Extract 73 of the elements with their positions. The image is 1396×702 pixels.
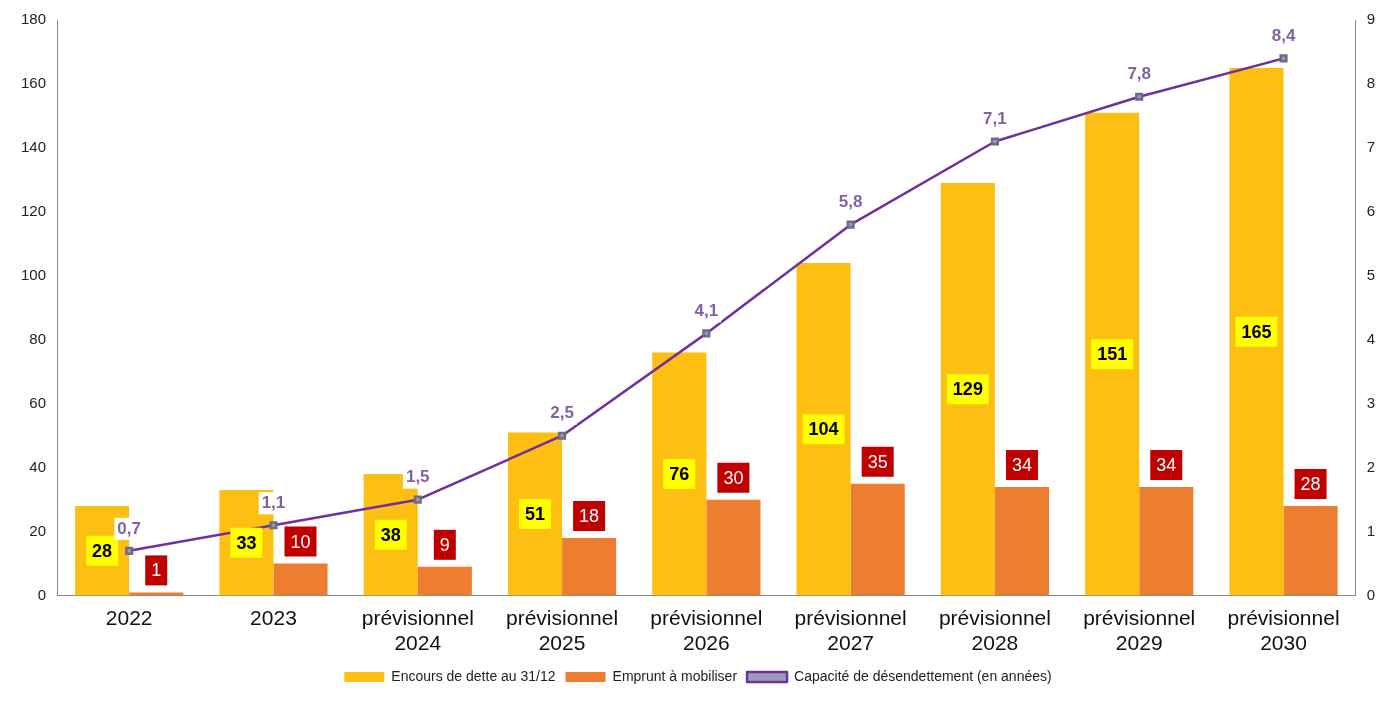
y-tick-label: 140 — [21, 138, 47, 156]
bar — [940, 183, 995, 596]
data-label: 129 — [952, 379, 983, 400]
y-tick-label: 60 — [29, 393, 47, 411]
bar — [417, 566, 472, 596]
legend-label: Capacité de désendettement (en années) — [794, 667, 1052, 684]
y2-tick-label: 1 — [1366, 521, 1375, 539]
data-label: 35 — [867, 451, 888, 472]
data-label: 38 — [380, 524, 401, 545]
x-tick-label: prévisionnel 2026 — [650, 606, 763, 655]
x-tick-label: prévisionnel 2024 — [361, 606, 474, 655]
data-label: 51 — [524, 504, 546, 525]
y-tick-label: 100 — [21, 265, 47, 283]
data-label: 165 — [1241, 321, 1272, 342]
data-label: 1 — [151, 560, 162, 581]
data-label: 18 — [579, 506, 600, 527]
bar — [850, 483, 905, 596]
data-label: 1,1 — [261, 492, 286, 512]
y2-tick-label: 3 — [1366, 393, 1375, 411]
data-label: 151 — [1097, 344, 1128, 365]
data-label: 9 — [439, 534, 450, 555]
x-tick-label: prévisionnel 2029 — [1083, 606, 1196, 655]
data-label: 5,8 — [838, 192, 863, 212]
bar — [706, 499, 761, 596]
x-tick-label: prévisionnel 2030 — [1227, 606, 1340, 655]
x-tick-label: prévisionnel 2028 — [938, 606, 1051, 655]
data-label: 4,1 — [694, 301, 719, 321]
data-label: 34 — [1156, 454, 1177, 475]
bar — [652, 352, 707, 596]
y-tick-label: 80 — [29, 329, 47, 347]
y-tick-label: 20 — [29, 521, 47, 539]
data-label: 30 — [723, 467, 744, 488]
y2-tick-label: 9 — [1366, 10, 1375, 28]
x-tick-label: prévisionnel 2027 — [794, 606, 907, 655]
y-tick-label: 160 — [21, 74, 47, 92]
y-tick-label: 180 — [21, 10, 47, 28]
data-label: 34 — [1011, 454, 1032, 475]
bar — [1283, 506, 1338, 596]
data-label: 8,4 — [1271, 26, 1296, 46]
data-label: 104 — [808, 419, 839, 440]
bar — [1085, 112, 1140, 596]
data-label: 28 — [1300, 474, 1321, 495]
y2-tick-label: 7 — [1366, 138, 1375, 156]
legend-label: Encours de dette au 31/12 — [391, 667, 556, 684]
bar — [1229, 67, 1284, 596]
bar — [994, 486, 1050, 596]
y2-tick-label: 4 — [1366, 329, 1375, 347]
y-tick-label: 40 — [29, 457, 47, 475]
data-label: 1,5 — [405, 467, 430, 487]
data-label: 76 — [669, 464, 690, 485]
bar — [562, 538, 617, 596]
y2-tick-label: 0 — [1366, 585, 1375, 603]
data-label: 0,7 — [117, 518, 141, 538]
y2-tick-label: 8 — [1366, 74, 1375, 92]
y-tick-label: 0 — [37, 585, 47, 603]
data-label: 10 — [290, 531, 311, 552]
legend-label: Emprunt à mobiliser — [612, 667, 738, 684]
data-label: 28 — [92, 540, 113, 561]
y2-tick-label: 2 — [1366, 457, 1375, 475]
bar — [796, 263, 851, 596]
y2-tick-label: 5 — [1366, 265, 1375, 283]
y-tick-label: 120 — [21, 202, 47, 220]
y2-tick-label: 6 — [1366, 202, 1375, 220]
bar — [129, 592, 184, 596]
x-tick-label: 2022 — [105, 606, 153, 629]
data-label: 2,5 — [550, 403, 574, 423]
bar — [1139, 486, 1194, 596]
data-label: 7,8 — [1127, 64, 1152, 84]
bar — [273, 563, 328, 596]
data-label: 7,1 — [983, 109, 1007, 129]
x-tick-label: 2023 — [250, 606, 297, 629]
data-label: 33 — [236, 532, 257, 553]
x-tick-label: prévisionnel 2025 — [506, 606, 619, 655]
